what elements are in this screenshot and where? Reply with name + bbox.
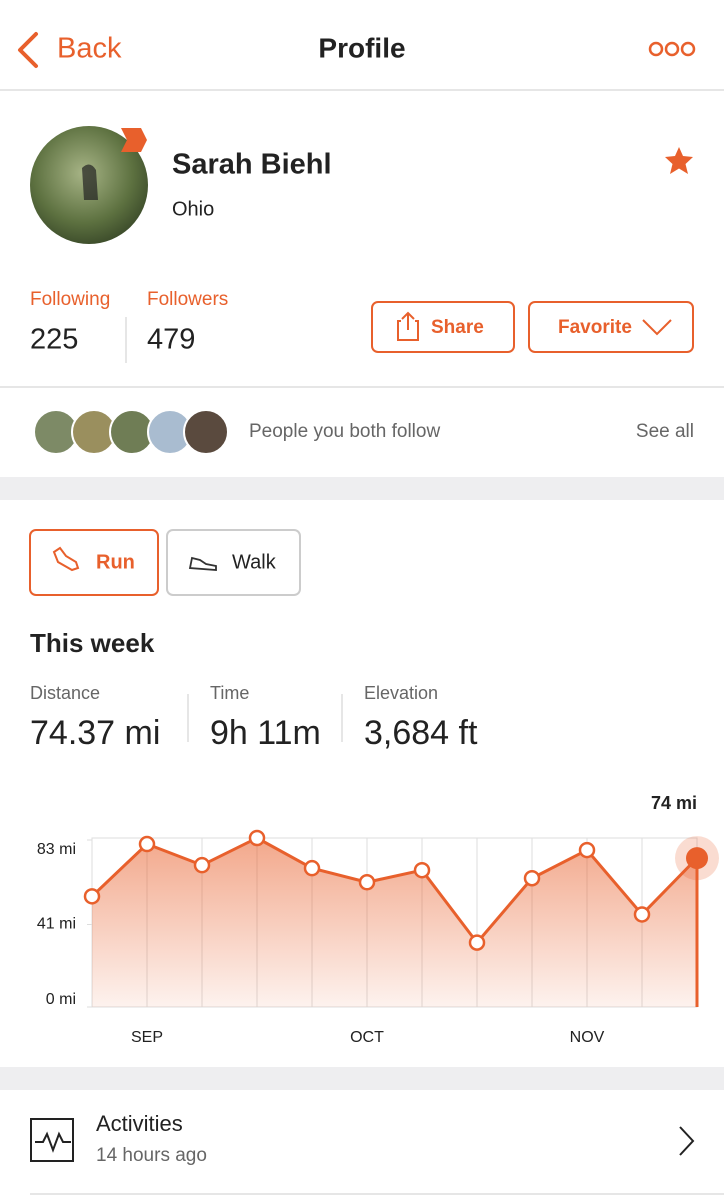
stat-label: Time	[210, 683, 249, 703]
activities-title: Activities	[96, 1111, 183, 1136]
point	[303, 859, 321, 877]
point	[578, 841, 596, 859]
following-label[interactable]: Following	[30, 289, 110, 310]
row-chevron	[679, 1126, 695, 1156]
see-all-link[interactable]: See all	[636, 421, 694, 442]
value-label: 74 mi	[651, 793, 697, 813]
avatar-figure	[82, 164, 98, 200]
tab-frame	[166, 529, 301, 596]
point	[468, 934, 486, 951]
share-label: Share	[431, 317, 484, 338]
followers-label[interactable]: Followers	[147, 289, 228, 310]
activities-icon-line	[35, 1131, 71, 1153]
more-menu[interactable]	[648, 41, 696, 57]
activities-subtitle: 14 hours ago	[96, 1145, 207, 1166]
favorite-button[interactable]: Favorite	[528, 301, 694, 353]
dropdown-chevron	[642, 319, 672, 336]
athlete-location: Ohio	[172, 198, 214, 220]
point	[633, 906, 651, 923]
stat-value: 3,684 ft	[364, 714, 478, 752]
walk-icon	[188, 556, 217, 571]
dot	[664, 41, 680, 57]
badge	[121, 128, 147, 152]
y-tick-label: 41 mi	[37, 916, 76, 933]
section-gap	[0, 1067, 724, 1090]
point	[358, 874, 376, 891]
point	[138, 835, 156, 853]
followers-count[interactable]: 479	[147, 324, 195, 356]
back-chevron	[18, 32, 38, 68]
tab-frame	[29, 529, 159, 596]
stat-label: Elevation	[364, 683, 438, 703]
point	[523, 869, 541, 887]
stat-value: 9h 11m	[210, 714, 321, 752]
y-tick-label: 0 mi	[46, 991, 76, 1008]
x-tick-label: NOV	[570, 1029, 605, 1046]
mutual-text: People you both follow	[249, 421, 440, 442]
point	[83, 888, 101, 905]
mini-avatar	[183, 409, 229, 455]
point	[193, 856, 211, 874]
line	[90, 836, 699, 945]
dot	[680, 41, 696, 57]
favorite-label: Favorite	[558, 317, 632, 338]
back-button[interactable]: Back	[18, 32, 122, 68]
button-frame	[528, 301, 694, 353]
area	[92, 838, 697, 1007]
stat-value: 74.37 mi	[30, 714, 160, 752]
dot	[648, 41, 664, 57]
activities-icon	[30, 1118, 74, 1162]
share-button[interactable]: Share	[371, 301, 515, 353]
run-tab[interactable]: Run	[29, 529, 159, 596]
x-tick-label: OCT	[350, 1029, 384, 1046]
y-tick-label: 83 mi	[37, 841, 76, 858]
weekly-chart: 0 mi 41 mi 83 mi SEP OCT NOV 74 mi	[37, 793, 719, 1046]
back-label: Back	[57, 33, 122, 65]
section-title: This week	[30, 628, 155, 658]
favorite-star[interactable]	[665, 147, 693, 174]
share-icon	[397, 311, 419, 341]
page-title: Profile	[318, 32, 405, 63]
tab-label: Run	[96, 551, 135, 573]
stat-label: Distance	[30, 683, 100, 703]
x-tick-label: SEP	[131, 1029, 163, 1046]
point	[686, 847, 708, 870]
mutual-avatars[interactable]	[33, 409, 229, 455]
tab-label: Walk	[232, 551, 277, 573]
run-icon	[52, 546, 80, 572]
walk-tab[interactable]: Walk	[166, 529, 301, 596]
following-count[interactable]: 225	[30, 324, 78, 356]
athlete-name: Sarah Biehl	[172, 149, 332, 181]
point	[413, 861, 431, 879]
section-gap	[0, 477, 724, 500]
point	[248, 829, 266, 847]
activities-row[interactable]: Activities 14 hours ago	[30, 1111, 695, 1166]
